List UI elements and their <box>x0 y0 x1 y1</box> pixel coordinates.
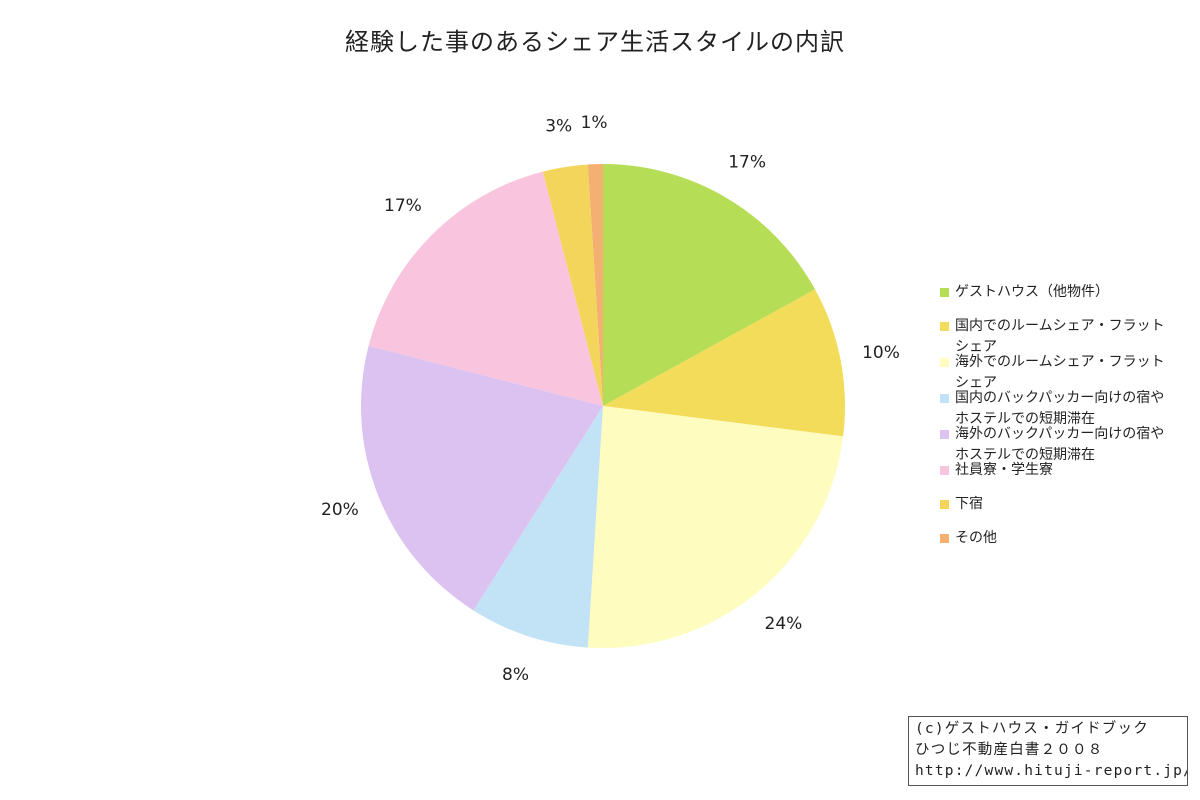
pie-slice-4 <box>473 406 603 648</box>
legend-item: その他 <box>940 528 1175 549</box>
legend-item: ゲストハウス（他物件） <box>940 282 1175 303</box>
legend-label: 国内でのルームシェア・フラットシェア <box>955 318 1165 355</box>
pie-slice-6 <box>368 171 603 406</box>
pie-value-label-2: 10% <box>862 343 900 363</box>
pie-value-label-3: 24% <box>765 614 803 634</box>
pie-value-label-8: 1% <box>581 113 608 133</box>
legend-label: 海外のバックパッカー向けの宿やホステルでの短期滞在 <box>955 426 1165 463</box>
pie-value-label-6: 17% <box>384 196 422 216</box>
legend-item: 社員寮・学生寮 <box>940 460 1175 481</box>
pie-slice-1 <box>603 164 816 406</box>
legend-item: 海外でのルームシェア・フラットシェア <box>940 352 1175 394</box>
legend-swatch <box>940 394 949 403</box>
credit-line-url: http://www.hituji-report.jp/ <box>915 763 1188 779</box>
pie-value-label-5: 20% <box>321 500 359 520</box>
pie-slice-3 <box>587 406 844 648</box>
pie-value-label-7: 3% <box>545 117 572 137</box>
pie-value-labels: 17% 10% 24% 8% 20% 17% 3% 1% <box>321 113 900 685</box>
pie-slice-2 <box>603 289 845 437</box>
credit-box: (c)ゲストハウス・ガイドブック ひつじ不動産白書２００８ http://www… <box>908 716 1188 786</box>
legend-label: 下宿 <box>955 496 983 512</box>
pie-slice-7 <box>542 164 603 406</box>
credit-line-copyright: (c)ゲストハウス・ガイドブック <box>915 721 1149 737</box>
legend-label: その他 <box>955 530 997 546</box>
legend-label: 国内のバックパッカー向けの宿やホステルでの短期滞在 <box>955 390 1165 427</box>
legend-label: 海外でのルームシェア・フラットシェア <box>955 354 1165 391</box>
legend-swatch <box>940 466 949 475</box>
legend-label: ゲストハウス（他物件） <box>955 284 1109 300</box>
legend-swatch <box>940 534 949 543</box>
legend-item: 国内でのルームシェア・フラットシェア <box>940 316 1175 358</box>
legend-item: 海外のバックパッカー向けの宿やホステルでの短期滞在 <box>940 424 1175 466</box>
legend-swatch <box>940 358 949 367</box>
legend-swatch <box>940 322 949 331</box>
legend-swatch <box>940 288 949 297</box>
pie-slice-5 <box>360 345 603 611</box>
legend-item: 下宿 <box>940 494 1175 515</box>
chart-title: 経験した事のあるシェア生活スタイルの内訳 <box>345 28 845 56</box>
legend-swatch <box>940 500 949 509</box>
pie-value-label-1: 17% <box>728 152 766 172</box>
legend-item: 国内のバックパッカー向けの宿やホステルでの短期滞在 <box>940 388 1175 430</box>
pie-slice-8 <box>587 164 603 406</box>
pie-slices <box>360 164 845 648</box>
legend-swatch <box>940 430 949 439</box>
credit-line-publication: ひつじ不動産白書２００８ <box>915 742 1104 758</box>
legend-label: 社員寮・学生寮 <box>955 462 1053 478</box>
pie-value-label-4: 8% <box>502 665 529 685</box>
